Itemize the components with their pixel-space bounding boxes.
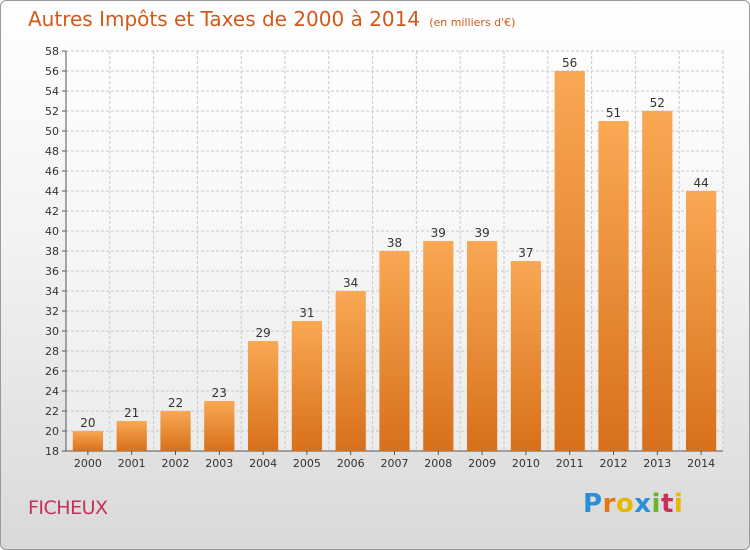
y-tick-label: 46 bbox=[45, 165, 59, 178]
x-tick-label: 2014 bbox=[687, 457, 715, 470]
y-tick-label: 42 bbox=[45, 205, 59, 218]
y-tick-label: 30 bbox=[45, 325, 59, 338]
bar-2011 bbox=[554, 71, 585, 451]
y-tick-label: 52 bbox=[45, 105, 59, 118]
y-tick-label: 50 bbox=[45, 125, 59, 138]
bar-2008 bbox=[423, 241, 454, 451]
data-label-2002: 22 bbox=[168, 396, 183, 410]
x-tick-label: 2007 bbox=[381, 457, 409, 470]
bar-2002 bbox=[160, 411, 191, 451]
bar-2006 bbox=[335, 291, 366, 451]
x-tick-label: 2006 bbox=[337, 457, 365, 470]
bar-2012 bbox=[598, 121, 629, 451]
y-tick-label: 28 bbox=[45, 345, 59, 358]
y-tick-label: 36 bbox=[45, 265, 59, 278]
x-tick-label: 2005 bbox=[293, 457, 321, 470]
bars bbox=[72, 71, 717, 451]
y-tick-label: 20 bbox=[45, 425, 59, 438]
y-tick-label: 48 bbox=[45, 145, 59, 158]
bar-2003 bbox=[204, 401, 235, 451]
data-label-2001: 21 bbox=[124, 406, 139, 420]
data-labels: 20 21 22 23 29 31 34 38 39 39 37 56 51 52 44 bbox=[80, 56, 708, 430]
y-tick-label: 24 bbox=[45, 385, 59, 398]
data-label-2010: 37 bbox=[518, 246, 533, 260]
bar-2009 bbox=[466, 241, 498, 451]
data-label-2000: 20 bbox=[80, 416, 95, 430]
bar-2013 bbox=[642, 111, 673, 451]
y-tick-label: 44 bbox=[45, 185, 59, 198]
x-tick-label: 2008 bbox=[424, 457, 452, 470]
chart-title: Autres Impôts et Taxes de 2000 à 2014 bbox=[28, 7, 421, 31]
data-label-2005: 31 bbox=[299, 306, 314, 320]
data-label-2004: 29 bbox=[255, 326, 270, 340]
bar-2005 bbox=[291, 321, 323, 451]
y-tick-label: 26 bbox=[45, 365, 59, 378]
data-label-2009: 39 bbox=[474, 226, 489, 240]
y-tick-label: 56 bbox=[45, 65, 59, 78]
y-tick-label: 40 bbox=[45, 225, 59, 238]
x-tick-label: 2000 bbox=[74, 457, 102, 470]
y-tick-label: 58 bbox=[45, 45, 59, 58]
title-row: Autres Impôts et Taxes de 2000 à 2014 (e… bbox=[28, 7, 515, 31]
data-label-2014: 44 bbox=[693, 176, 708, 190]
data-label-2007: 38 bbox=[387, 236, 402, 250]
y-tick-label: 54 bbox=[45, 85, 59, 98]
x-tick-label: 2003 bbox=[205, 457, 233, 470]
y-tick-label: 34 bbox=[45, 285, 59, 298]
y-tick-label: 18 bbox=[45, 445, 59, 458]
bar-2001 bbox=[116, 421, 147, 451]
commune-name: FICHEUX bbox=[28, 497, 108, 519]
x-tick-label: 2012 bbox=[600, 457, 628, 470]
chart-subtitle: (en milliers d'€) bbox=[429, 16, 516, 29]
x-tick-label: 2004 bbox=[249, 457, 277, 470]
bar-2014 bbox=[685, 191, 717, 451]
x-tick-label: 2011 bbox=[556, 457, 584, 470]
x-tick-label: 2002 bbox=[162, 457, 190, 470]
bar-2007 bbox=[379, 251, 410, 451]
x-tick-label: 2010 bbox=[512, 457, 540, 470]
data-label-2011: 56 bbox=[562, 56, 577, 70]
bar-2004 bbox=[247, 341, 279, 451]
x-tick-label: 2001 bbox=[118, 457, 146, 470]
proxiti-logo[interactable]: Proxiti bbox=[583, 489, 684, 519]
x-tick-label: 2013 bbox=[643, 457, 671, 470]
data-label-2006: 34 bbox=[343, 276, 358, 290]
data-label-2008: 39 bbox=[431, 226, 446, 240]
data-label-2003: 23 bbox=[212, 386, 227, 400]
data-label-2013: 52 bbox=[650, 96, 665, 110]
x-tick-label: 2009 bbox=[468, 457, 496, 470]
y-tick-label: 32 bbox=[45, 305, 59, 318]
bar-2010 bbox=[510, 261, 542, 451]
bar-2000 bbox=[72, 431, 104, 451]
y-tick-label: 38 bbox=[45, 245, 59, 258]
data-label-2012: 51 bbox=[606, 106, 621, 120]
y-tick-label: 22 bbox=[45, 405, 59, 418]
